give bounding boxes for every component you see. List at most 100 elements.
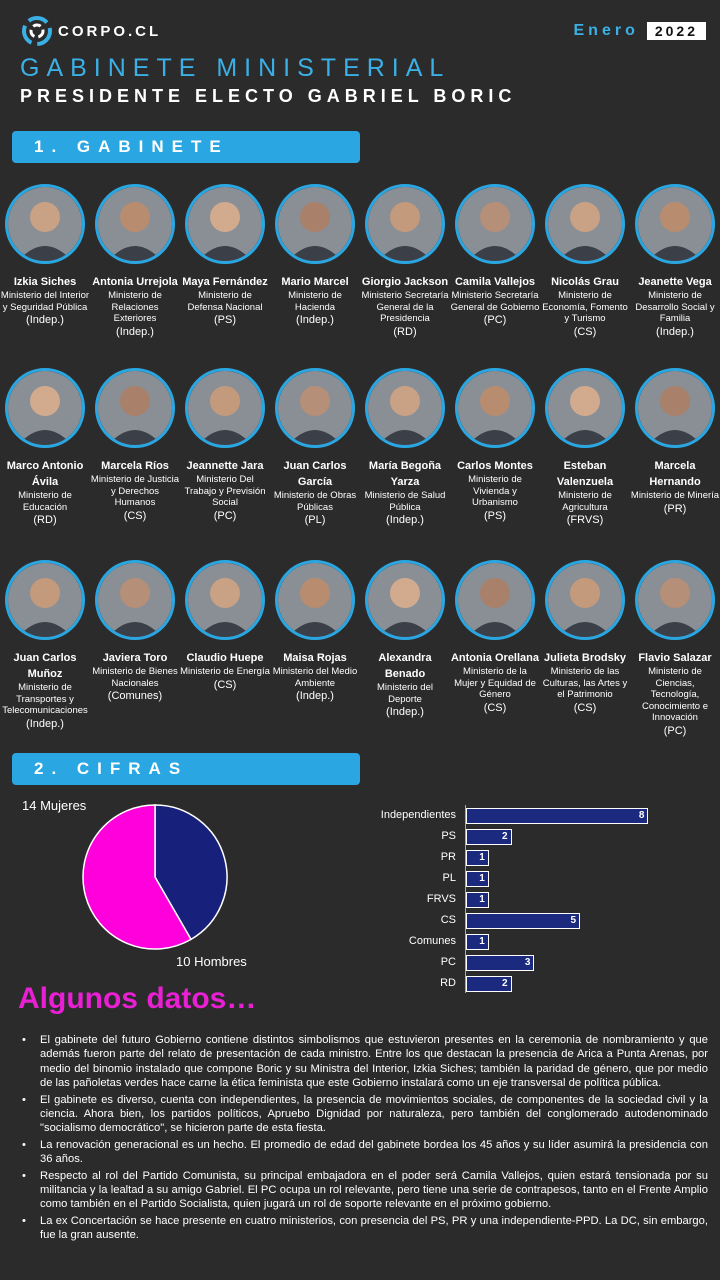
bar-row: PR 1 [340,850,720,866]
date-month: Enero [573,22,639,39]
minister-ministry: Ministerio de Hacienda [288,290,342,313]
section-gabinete: 1. GABINETE [12,131,360,163]
minister-photo [95,184,175,264]
bar-value: 2 [502,831,508,842]
minister-party: (PS) [484,509,506,522]
minister-ministry: Ministerio de Agricultura [558,490,612,513]
bar: 1 [466,850,489,866]
minister-photo [5,184,85,264]
minister-name: Claudio Huepe [186,652,264,664]
minister-photo [5,368,85,448]
minister-photo [455,560,535,640]
minister-card: Antonia Orellana Ministerio de la Mujer y… [450,560,540,716]
bar-label: Comunes [408,935,456,947]
minister-ministry: Ministerio Secretaría General de Gobiern… [450,290,540,313]
minister-party: (RD) [393,325,417,338]
bar-label: CS [440,914,456,926]
minister-name: Maisa Rojas [283,652,347,664]
minister-party: (Comunes) [107,690,163,702]
minister-ministry: Ministerio de Obras Públicas [273,490,357,513]
bar-row: PC 3 [340,955,720,971]
party-bar-chart: Independientes 8 PS 2 PR 1 PL 1 FRVS 1 CS 5 Comunes 1… [340,800,720,1000]
bar: 1 [466,892,489,908]
minister-name: Javiera Toro [102,652,168,664]
minister-party: (PR) [663,502,687,515]
minister-card: Giorgio Jackson Ministerio Secretaría Gen… [360,184,450,340]
minister-party: (Indep.) [386,514,424,526]
minister-name: María Begoña Yarza [368,460,442,488]
bar-row: RD 2 [340,976,720,992]
minister-photo [185,368,265,448]
bar-row: FRVS 1 [340,892,720,908]
date-year: 2022 [646,22,706,40]
bar-label: RD [440,977,456,989]
minister-party: (Indep.) [386,706,424,718]
datos-item: La ex Concertación se hace presente en c… [22,1214,708,1243]
bar-value: 5 [570,915,576,926]
minister-card: Juan Carlos García Ministerio de Obras Pú… [270,368,360,528]
minister-name: Flavio Salazar [638,652,712,664]
minister-name: Antonia Urrejola [92,276,178,288]
minister-ministry: Ministerio de Desarrollo Social y Famili… [635,290,715,324]
section-gabinete-label: 1. GABINETE [34,137,229,156]
minister-name: Alexandra Benado [378,652,432,680]
page-subtitle: PRESIDENTE ELECTO GABRIEL BORIC [20,86,517,106]
minister-name: Izkia Siches [13,276,77,288]
datos-item: El gabinete es diverso, cuenta con indep… [22,1093,708,1136]
pie-slice [82,804,193,950]
minister-name: Julieta Brodsky [544,652,626,664]
bar-value: 3 [524,957,531,968]
minister-party: (PS) [214,314,236,326]
minister-photo [365,560,445,640]
minister-party: (CS) [573,701,597,714]
bar: 2 [466,976,512,992]
minister-card: Flavio Salazar Ministerio de Ciencias, Te… [630,560,720,739]
minister-name: Marco Antonio Ávila [6,460,84,488]
minister-name: Nicolás Grau [551,276,619,288]
minister-party: (RD) [33,514,57,526]
minister-name: Antonia Orellana [450,652,540,664]
bar-value: 8 [638,810,645,821]
minister-card: Alexandra Benado Ministerio del Deporte (I… [360,560,450,720]
bar-label: FRVS [426,893,456,905]
bar-value: 2 [502,978,508,989]
minister-name: Marcela Hernando [649,460,701,488]
bar-row: CS 5 [340,913,720,929]
minister-card: Esteban Valenzuela Ministerio de Agricult… [540,368,630,528]
minister-card: Maisa Rojas Ministerio del Medio Ambiente… [270,560,360,704]
minister-name: Marcela Ríos [101,460,169,472]
minister-ministry: Ministerio del Deporte [377,682,433,705]
minister-name: Jeanette Vega [638,276,712,288]
minister-photo [185,560,265,640]
minister-party: (CS) [123,509,147,522]
minister-name: Juan Carlos Muñoz [13,652,77,680]
minister-card: Claudio Huepe Ministerio de Energía (CS) [180,560,270,693]
pie-slice [154,804,228,941]
bar-row: Comunes 1 [340,934,720,950]
minister-card: Mario Marcel Ministerio de Hacienda (Indep… [270,184,360,328]
bar-label: PC [440,956,456,968]
bar-value: 1 [479,936,485,947]
minister-card: Jeannette Jara Ministerio Del Trabajo y P… [180,368,270,524]
minister-photo [545,368,625,448]
logo[interactable]: CORPO.CL [22,16,161,46]
minister-card: Nicolás Grau Ministerio de Economía, Fome… [540,184,630,340]
minister-photo [95,560,175,640]
minister-card: Julieta Brodsky Ministerio de las Cultura… [540,560,630,716]
minister-card: Javiera Toro Ministerio de Bienes Naciona… [90,560,180,704]
datos-item: La renovación generacional es un hecho. … [22,1138,708,1167]
bar-value: 1 [479,873,485,884]
datos-item: Respecto al rol del Partido Comunista, s… [22,1169,708,1212]
minister-card: Marcela Ríos Ministerio de Justicia y Der… [90,368,180,524]
pie-label-hombres: 10 Hombres [176,954,247,969]
minister-name: Carlos Montes [457,460,533,472]
minister-ministry: Ministerio Del Trabajo y Previsión Socia… [184,474,266,508]
minister-ministry: Ministerio de Bienes Nacionales [92,666,178,689]
datos-item: El gabinete del futuro Gobierno contiene… [22,1033,708,1091]
minister-card: Marco Antonio Ávila Ministerio de Educaci… [0,368,90,528]
bar: 1 [466,934,489,950]
minister-photo [635,368,715,448]
minister-ministry: Ministerio de Justicia y Derechos Humano… [90,474,180,508]
minister-photo [185,184,265,264]
minister-card: Juan Carlos Muñoz Ministerio de Transport… [0,560,90,732]
